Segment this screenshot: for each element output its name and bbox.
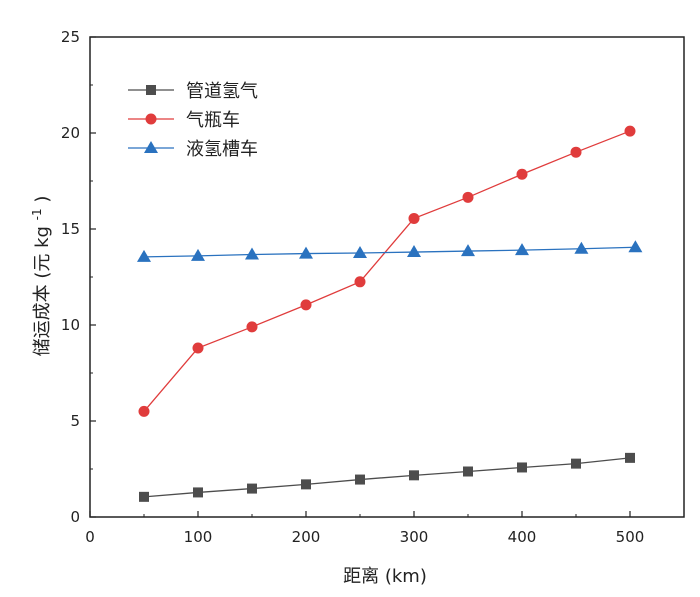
- plot-frame: [89, 36, 685, 518]
- data-point: [571, 458, 581, 469]
- series-triangle: [137, 240, 643, 262]
- y-axis-title-main: 储运成本 (元 kg: [32, 226, 53, 356]
- data-point: [245, 247, 259, 260]
- axis-ticks: 0 100 200 300 400 500 0 5 10 15 20 25: [61, 28, 644, 546]
- series-line: [143, 246, 636, 258]
- data-point: [353, 246, 367, 258]
- data-point: [192, 342, 204, 354]
- data-point: [461, 244, 475, 257]
- x-tick-label: 300: [400, 528, 429, 546]
- data-point: [515, 243, 529, 256]
- data-point: [408, 212, 420, 224]
- series-line: [143, 130, 631, 412]
- data-point: [574, 241, 589, 254]
- data-point: [516, 168, 528, 180]
- data-point: [247, 483, 257, 494]
- data-point: [625, 452, 635, 463]
- legend-label: 液氢槽车: [186, 139, 258, 160]
- x-tick-label: 500: [616, 528, 645, 546]
- data-point: [191, 248, 205, 261]
- data-point: [138, 405, 150, 417]
- data-point: [193, 487, 203, 498]
- data-point: [301, 479, 311, 490]
- y-axis-title: 储运成本 (元 kg -1 ): [25, 196, 53, 357]
- x-tick-label: 100: [184, 528, 213, 546]
- data-point: [139, 491, 149, 502]
- legend-marker: [144, 141, 158, 153]
- x-tick-label: 400: [508, 528, 537, 546]
- data-point: [137, 249, 151, 262]
- x-axis-title: 距离 (km): [343, 566, 427, 587]
- series-layer: [137, 125, 643, 502]
- y-tick-label: 20: [61, 124, 80, 142]
- x-tick-label: 0: [85, 528, 95, 546]
- data-point: [299, 246, 313, 259]
- y-tick-label: 10: [61, 316, 80, 334]
- data-point: [354, 276, 366, 288]
- data-point: [246, 321, 258, 333]
- x-tick-label: 200: [292, 528, 321, 546]
- data-point: [570, 146, 582, 158]
- legend-marker: [145, 113, 157, 125]
- series-square: [139, 452, 635, 502]
- y-axis-title-close: ): [32, 196, 53, 203]
- legend-label: 管道氢气: [186, 81, 258, 102]
- y-tick-label: 25: [61, 28, 80, 46]
- y-axis-title-superscript: -1: [30, 208, 44, 220]
- data-point: [407, 245, 421, 258]
- y-tick-label: 5: [70, 412, 80, 430]
- series-circle: [138, 125, 636, 417]
- data-point: [409, 470, 419, 481]
- data-point: [517, 462, 527, 473]
- data-point: [463, 466, 473, 477]
- data-point: [628, 240, 643, 253]
- y-tick-label: 0: [70, 508, 80, 526]
- data-point: [462, 191, 474, 203]
- data-point: [624, 125, 636, 137]
- data-point: [300, 299, 312, 311]
- series-line: [143, 457, 631, 498]
- y-tick-label: 15: [61, 220, 80, 238]
- legend-marker: [146, 85, 156, 95]
- legend-label: 气瓶车: [186, 110, 240, 131]
- plot-border: [89, 36, 685, 518]
- data-point: [355, 474, 365, 485]
